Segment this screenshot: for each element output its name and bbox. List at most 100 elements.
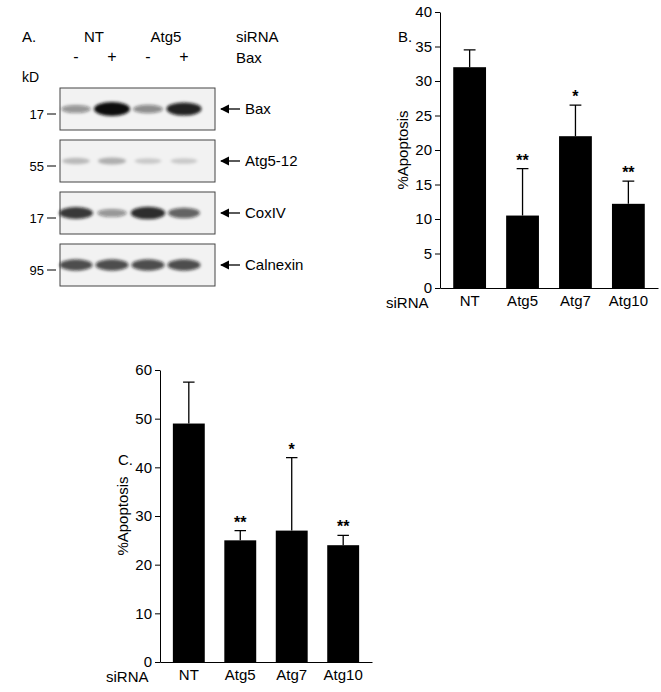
y-tick: 50 (135, 410, 160, 427)
band (133, 105, 163, 114)
y-axis-title: %Apoptosis (114, 476, 131, 555)
marker-dash (47, 166, 56, 167)
y-tick-label: 5 (424, 245, 432, 262)
y-tick-label: 50 (135, 410, 152, 427)
bar (506, 216, 539, 288)
x-tick-label: Atg5 (507, 292, 538, 309)
x-axis-title: siRNA (386, 294, 429, 311)
x-tick: NT (460, 288, 480, 309)
marker-label: 55 (30, 159, 44, 174)
y-tick: 30 (135, 507, 160, 524)
y-tick-label: 30 (135, 507, 152, 524)
lane-sign: - (145, 48, 150, 65)
plot-marks (453, 50, 645, 288)
blot-box (60, 192, 215, 234)
error-bar (183, 382, 194, 423)
x-tick-label: Atg7 (560, 292, 591, 309)
bar (276, 531, 308, 662)
bar (612, 204, 645, 288)
error-bar (517, 169, 529, 216)
y-tick-label: 25 (415, 107, 432, 124)
x-axis: NTAtg5Atg7Atg10 (161, 662, 373, 683)
y-tick: 35 (415, 38, 440, 55)
band-label: CoxIV (245, 204, 286, 221)
y-tick-mark (435, 116, 440, 117)
lane-sign: + (107, 48, 116, 65)
y-tick-label: 20 (135, 556, 152, 573)
significance-label: * (572, 88, 579, 105)
y-axis-title: %Apoptosis (394, 110, 411, 189)
error-bar (235, 531, 246, 541)
y-tick: 40 (415, 3, 440, 20)
y-tick-mark (435, 81, 440, 82)
x-tick: Atg7 (560, 288, 591, 309)
y-tick-label: 10 (415, 210, 432, 227)
x-tick-label: Atg5 (225, 666, 256, 683)
y-tick-label: 15 (415, 176, 432, 193)
y-tick-label: 35 (415, 38, 432, 55)
band (96, 259, 129, 270)
y-tick-mark (155, 419, 160, 420)
x-tick-label: Atg10 (324, 666, 363, 683)
y-tick-label: 10 (135, 605, 152, 622)
error-bar (622, 181, 634, 204)
bar (453, 67, 486, 288)
marker-label: 95 (30, 263, 44, 278)
bar-chart-panel: *****0102030405060NTAtg5Atg7Atg10%Apopto… (106, 361, 373, 685)
y-tick: 10 (415, 210, 440, 227)
y-tick: 5 (424, 245, 440, 262)
group-label: NT (84, 28, 104, 45)
y-axis-line (440, 13, 441, 289)
marker-label: 17 (30, 107, 44, 122)
band (135, 158, 162, 164)
x-axis-line (161, 662, 373, 663)
y-tick-label: 40 (135, 459, 152, 476)
significance-label: ** (234, 514, 247, 531)
band (97, 209, 127, 217)
band (60, 259, 93, 270)
marker-label: 17 (30, 211, 44, 226)
x-tick-label: Atg7 (276, 666, 307, 683)
significance-label: ** (516, 152, 529, 169)
error-bar (570, 105, 582, 136)
marker-dash (47, 114, 56, 115)
significance-label: * (289, 441, 296, 458)
y-tick-mark (435, 288, 440, 289)
bar (224, 540, 256, 662)
y-tick-mark (155, 467, 160, 468)
lane-sign: + (179, 48, 188, 65)
y-tick-label: 20 (415, 141, 432, 158)
panel-label: A. (22, 28, 36, 45)
panel-label: C. (118, 451, 133, 468)
significance-label: ** (622, 164, 635, 181)
bar (559, 136, 592, 288)
band (168, 208, 200, 218)
y-tick: 20 (415, 141, 440, 158)
y-tick-mark (155, 370, 160, 371)
y-tick-label: 30 (415, 72, 432, 89)
y-tick-label: 40 (415, 3, 432, 20)
blot-box (60, 244, 215, 286)
figure: A.-+-+NTAtg5siRNABaxkD17Bax55Atg5-1217Co… (0, 0, 661, 692)
y-tick-mark (155, 516, 160, 517)
marker-dash (47, 270, 56, 271)
panel-label: B. (398, 28, 412, 45)
x-tick: Atg7 (276, 662, 307, 683)
bar (327, 545, 359, 662)
x-tick: Atg10 (324, 662, 363, 683)
y-tick-mark (155, 565, 160, 566)
x-tick: Atg5 (507, 288, 538, 309)
y-tick-mark (435, 185, 440, 186)
x-axis-title: siRNA (106, 668, 149, 685)
x-tick-label: Atg10 (609, 292, 648, 309)
error-bar (286, 458, 297, 531)
y-tick-mark (155, 662, 160, 663)
y-tick: 40 (135, 459, 160, 476)
y-tick-label: 60 (135, 361, 152, 378)
y-tick: 15 (415, 176, 440, 193)
band (171, 158, 198, 164)
band (168, 259, 201, 270)
blot-box (60, 88, 215, 130)
band-arrow (221, 212, 240, 213)
x-tick: Atg5 (225, 662, 256, 683)
